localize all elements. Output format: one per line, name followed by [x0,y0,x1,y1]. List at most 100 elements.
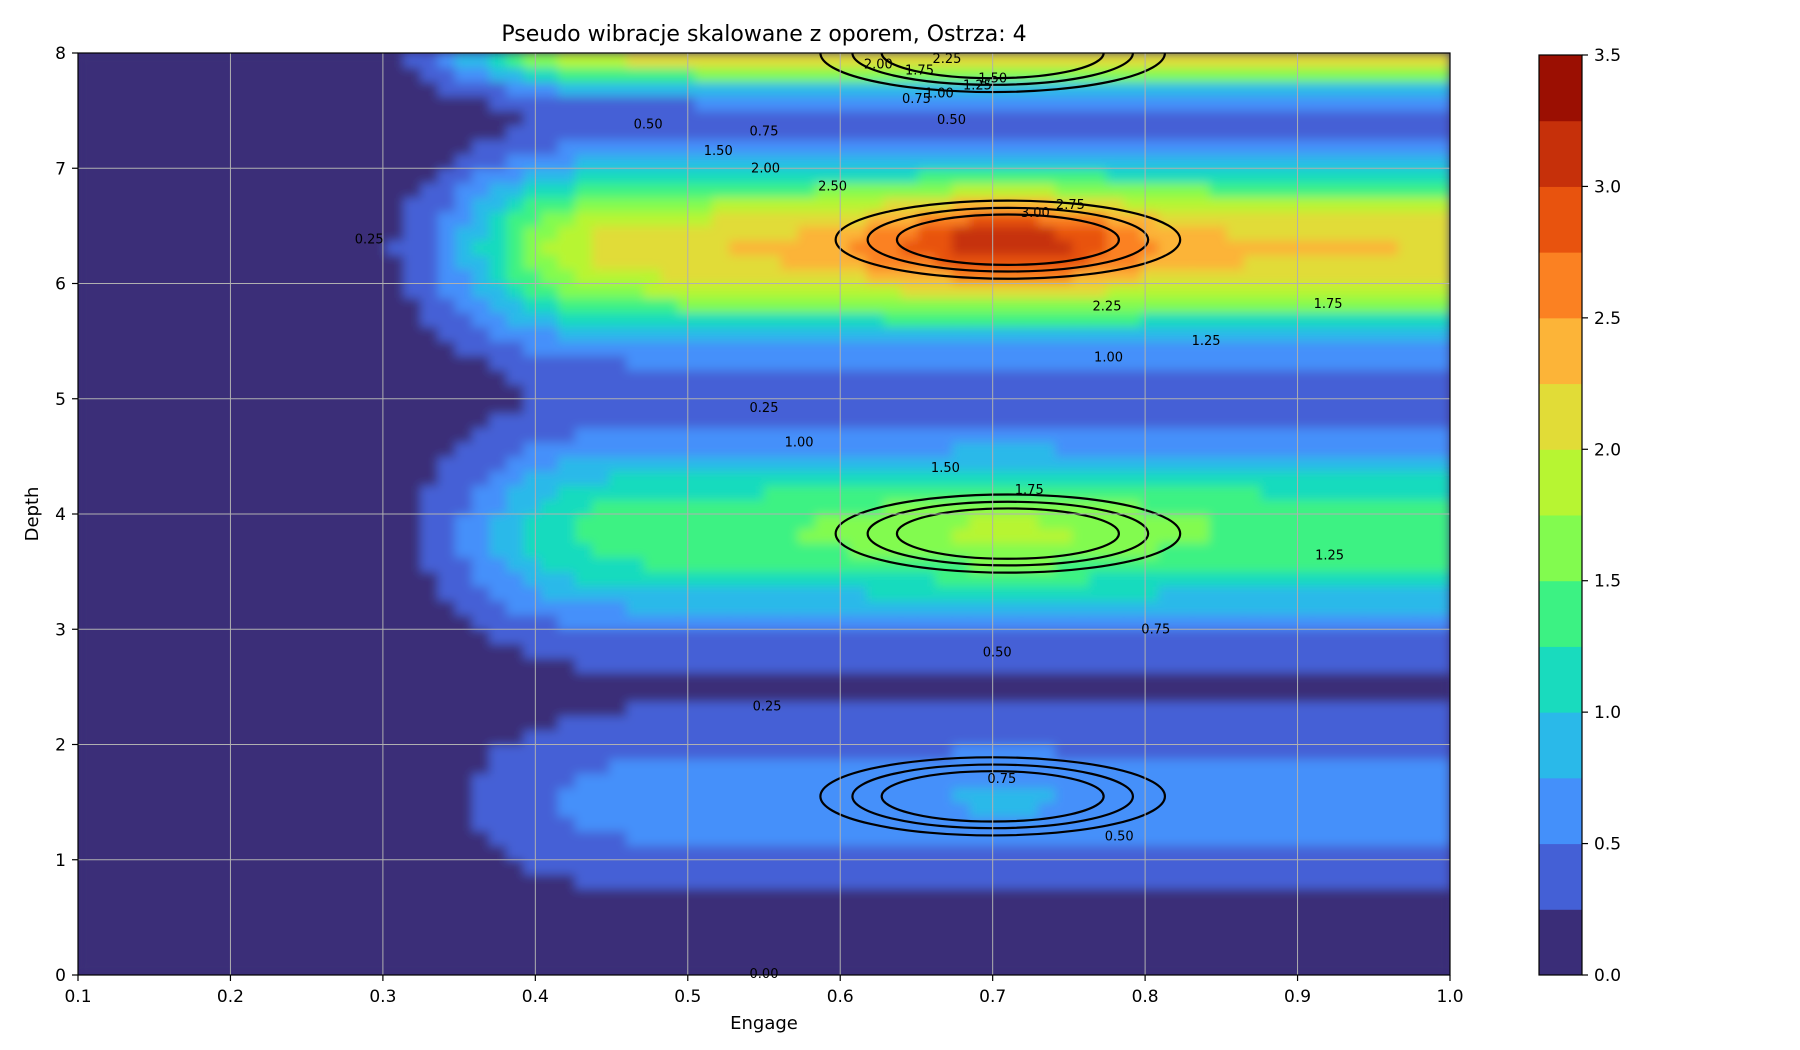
contour-cell [1175,657,1194,673]
contour-cell [900,700,919,717]
contour-cell [506,124,525,140]
contour-cell [334,758,353,774]
contour-cell [1398,599,1417,616]
contour-cell [334,902,353,918]
contour-cell [883,628,902,645]
contour-cell [832,297,851,313]
contour-cell [128,657,148,673]
contour-cell [626,311,645,328]
contour-cell [351,53,371,68]
contour-cell [94,888,113,904]
contour-cell [814,527,834,544]
contour-cell [1175,268,1194,284]
contour-cell [1346,369,1365,385]
contour-cell [900,124,919,140]
contour-cell [643,513,662,529]
contour-cell [403,470,422,486]
contour-cell [1329,167,1348,184]
contour-cell [111,715,130,731]
contour-cell [780,571,799,587]
contour-cell [935,81,954,97]
contour-cell [1175,153,1194,169]
contour-cell [94,326,113,342]
contour-cell [814,700,834,717]
contour-cell [729,66,748,83]
contour-cell [832,556,851,573]
contour-cell [1140,225,1159,241]
contour-cell [626,686,645,702]
contour-cell [128,138,148,155]
contour-cell [111,916,130,933]
contour-cell [592,268,611,284]
contour-cell [351,210,371,227]
contour-cell [969,671,988,688]
contour-cell [626,859,645,875]
contour-cell [1106,729,1125,745]
contour-cell [969,182,988,198]
contour-cell [1192,830,1211,846]
contour-cell [111,110,130,126]
contour-cell [249,369,268,385]
contour-cell [386,542,405,558]
contour-cell [283,585,302,601]
contour-cell [1192,585,1211,601]
contour-cell [1329,441,1348,457]
contour-cell [557,340,576,357]
contour-cell [660,412,679,429]
contour-cell [1175,801,1194,818]
contour-cell [1106,283,1125,299]
contour-cell [1055,787,1074,803]
contour-cell [574,153,593,169]
contour-cell [523,484,542,501]
contour-cell [1175,686,1194,702]
contour-cell [935,527,954,544]
contour-cell [1312,513,1331,529]
contour-cell [1123,110,1142,126]
contour-cell [574,542,593,558]
contour-cell [746,340,765,357]
contour-cell [1312,53,1331,68]
contour-cell [746,355,765,371]
contour-cell [626,542,645,558]
contour-cell [1346,138,1365,155]
contour-cell [180,297,199,313]
contour-cell [677,110,696,126]
contour-cell [1175,297,1194,313]
contour-cell [437,138,456,155]
contour-cell [1089,196,1108,212]
contour-cell [1346,599,1365,616]
contour-cell [437,110,456,126]
contour-cell [300,369,319,385]
contour-cell [523,441,542,457]
contour-cell [883,585,902,601]
contour-cell [283,412,302,429]
contour-cell [694,398,714,414]
contour-cell [1106,859,1125,875]
contour-cell [403,657,422,673]
contour-cell [506,210,525,227]
contour-cell [609,153,628,169]
contour-cell [1278,210,1297,227]
contour-cell [677,945,696,962]
contour-cell [94,527,113,544]
contour-cell [128,124,148,140]
contour-cell [163,671,182,688]
contour-cell [540,686,559,702]
contour-cell [1106,787,1125,803]
contour-cell [489,556,508,573]
contour-cell [557,816,576,832]
contour-cell [334,657,353,673]
contour-cell [1329,902,1348,918]
contour-cell [1243,470,1262,486]
contour-cell [609,700,628,717]
contour-cell [1380,167,1400,184]
contour-cell [1140,585,1159,601]
contour-cell [677,326,696,342]
contour-cell [677,340,696,357]
contour-cell [334,470,353,486]
contour-cell [1260,355,1279,371]
contour-cell [1055,916,1074,933]
contour-cell [935,95,954,112]
contour-cell [283,931,302,947]
contour-cell [1295,239,1314,256]
